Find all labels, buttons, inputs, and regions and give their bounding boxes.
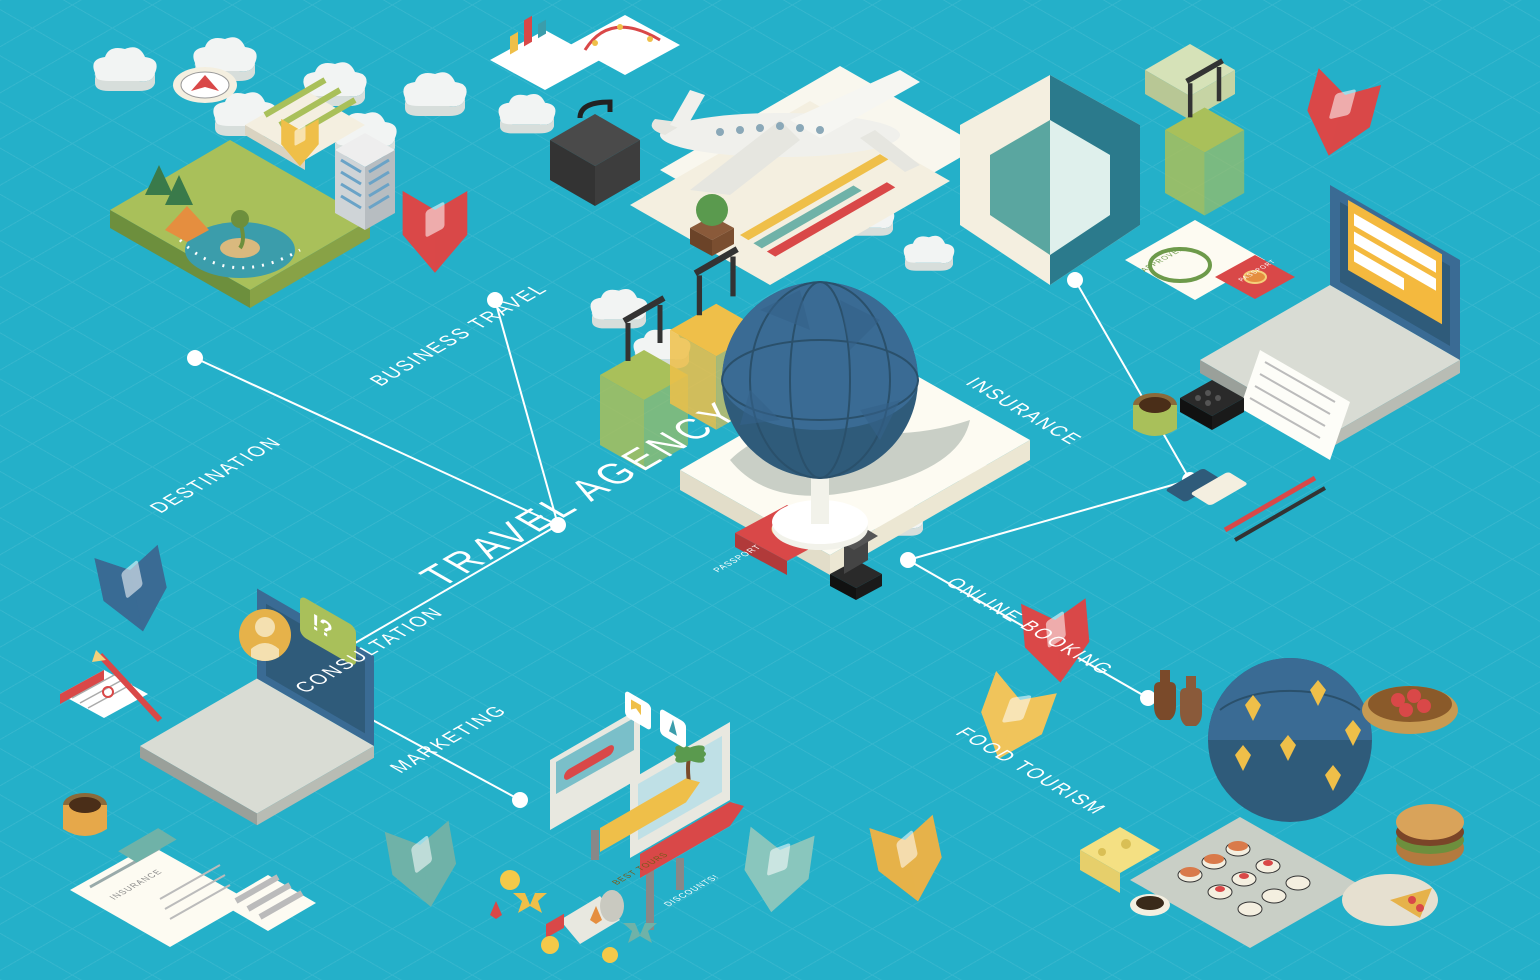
node-food-tourism: [1080, 658, 1464, 948]
node-insurance: [960, 44, 1295, 300]
infographic-canvas: !?: [0, 0, 1540, 980]
node-business-travel: [490, 15, 980, 285]
node-marketing: [490, 690, 744, 963]
node-consultation: !?: [60, 589, 374, 948]
